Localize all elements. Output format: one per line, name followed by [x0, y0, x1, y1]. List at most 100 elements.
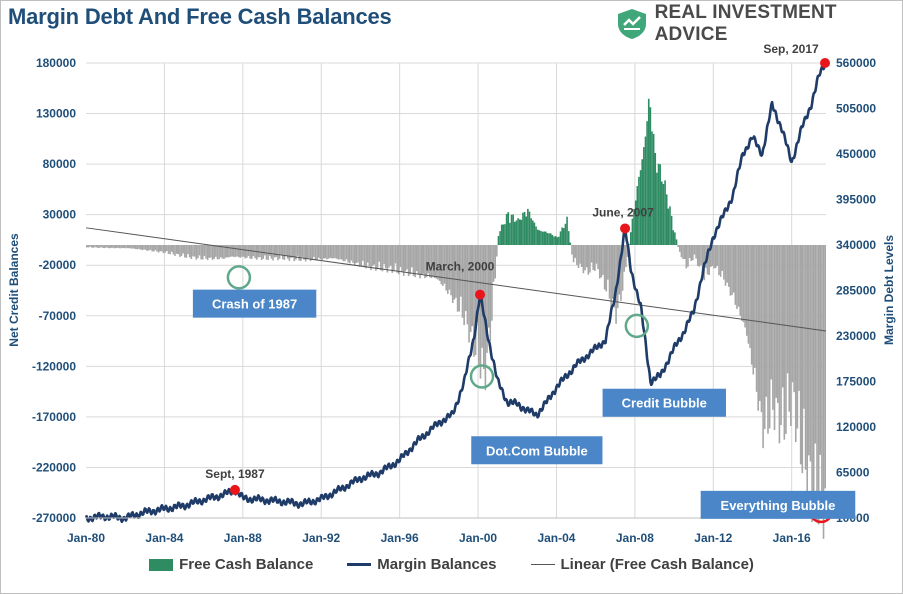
free-cash-bar [151, 245, 153, 252]
free-cash-bar [558, 236, 560, 245]
free-cash-bar [352, 245, 354, 263]
free-cash-bar [549, 233, 552, 245]
free-cash-bar [682, 245, 684, 260]
free-cash-bar [314, 245, 317, 261]
free-cash-bar [664, 180, 666, 245]
axes: 180000 130000 80000 30000 -20000 -70000 -12000… [7, 56, 896, 545]
free-cash-bar [123, 245, 126, 249]
free-cash-bar [822, 245, 825, 539]
free-cash-bar [120, 245, 122, 249]
free-cash-bar [824, 245, 826, 489]
free-cash-bar [407, 245, 410, 277]
legend-item-linear: Linear (Free Cash Balance) [530, 556, 754, 573]
free-cash-bar [219, 245, 222, 258]
free-cash-bar [497, 235, 500, 245]
free-cash-bar [250, 245, 253, 259]
free-cash-bar [724, 245, 727, 286]
free-cash-bar [443, 245, 446, 284]
free-cash-bar [148, 245, 150, 251]
free-cash-bar [629, 232, 632, 245]
free-cash-bar [719, 245, 722, 277]
free-cash-bar [229, 245, 232, 257]
free-cash-bar [309, 245, 312, 262]
free-cash-bar [710, 245, 712, 267]
free-cash-bar [368, 245, 371, 267]
free-cash-bar [525, 216, 528, 245]
free-cash-bar [115, 245, 118, 249]
free-cash-bar [255, 245, 258, 260]
left-tick-label: -220000 [32, 460, 76, 474]
free-cash-bar [759, 245, 761, 401]
free-cash-bar [656, 172, 658, 245]
right-tick-label: 450000 [836, 147, 876, 161]
free-cash-bar [404, 245, 407, 272]
free-cash-bar [762, 245, 764, 449]
free-cash-bar [641, 159, 644, 245]
right-tick-label: 65000 [836, 466, 870, 480]
free-cash-bar [128, 245, 131, 249]
free-cash-bar [788, 245, 791, 412]
free-cash-bar [363, 245, 366, 268]
free-cash-bar [172, 245, 175, 255]
free-cash-bar [749, 245, 751, 348]
free-cash-bar [665, 194, 668, 245]
free-cash-bar [332, 245, 335, 259]
free-cash-bar [177, 245, 180, 255]
free-cash-bars [86, 98, 826, 539]
free-cash-bar [750, 245, 753, 365]
free-cash-bar [643, 147, 645, 245]
free-cash-bar [455, 245, 457, 298]
free-cash-bar [770, 245, 773, 380]
left-tick-label: -70000 [39, 309, 77, 323]
free-cash-bar [669, 206, 671, 245]
free-cash-bar [747, 245, 750, 344]
free-cash-bar [505, 213, 508, 245]
free-cash-bar [126, 245, 129, 249]
free-cash-bar [375, 245, 377, 271]
highlight-point [229, 484, 240, 495]
free-cash-bar [262, 245, 265, 259]
free-cash-bar [708, 245, 710, 276]
right-tick-label: 505000 [836, 102, 876, 116]
free-cash-bar [621, 245, 624, 291]
free-cash-bar [154, 245, 157, 251]
free-cash-bar [510, 214, 513, 245]
free-cash-bar [437, 245, 439, 280]
free-cash-bar [113, 245, 116, 249]
free-cash-bar [680, 245, 683, 258]
free-cash-bar [741, 245, 743, 321]
free-cash-bar [244, 245, 247, 259]
free-cash-bar [438, 245, 441, 281]
legend: Free Cash Balance Margin Balances Linear… [0, 556, 903, 573]
chart-title: Margin Debt And Free Cash Balances [8, 4, 392, 29]
free-cash-bar [107, 245, 109, 249]
free-cash-bar [453, 245, 456, 300]
free-cash-bar [533, 222, 536, 245]
free-cash-bar [239, 245, 242, 258]
free-cash-bar [543, 231, 545, 245]
left-tick-label: 180000 [36, 56, 76, 70]
free-cash-bar [559, 231, 562, 245]
free-cash-bar [595, 245, 598, 264]
free-cash-bar [646, 121, 648, 245]
free-cash-bar [576, 245, 578, 265]
x-tick-label: Jan-92 [302, 531, 340, 545]
free-cash-bar [335, 245, 338, 259]
free-cash-bar [520, 219, 523, 245]
free-cash-bar [303, 245, 305, 260]
free-cash-bar [690, 245, 693, 262]
free-cash-bar [816, 245, 818, 522]
free-cash-bar [203, 245, 206, 256]
free-cash-bar [406, 245, 408, 270]
free-cash-bar [821, 245, 823, 511]
free-cash-bar [394, 245, 397, 264]
free-cash-bar [791, 245, 794, 383]
left-tick-label: -170000 [32, 410, 76, 424]
free-cash-bar [433, 245, 436, 278]
free-cash-bar [716, 245, 719, 266]
free-cash-bar [383, 245, 385, 265]
free-cash-bar [334, 245, 336, 259]
free-cash-bar [729, 245, 732, 296]
free-cash-bar [442, 245, 444, 286]
free-cash-bar [801, 245, 804, 474]
